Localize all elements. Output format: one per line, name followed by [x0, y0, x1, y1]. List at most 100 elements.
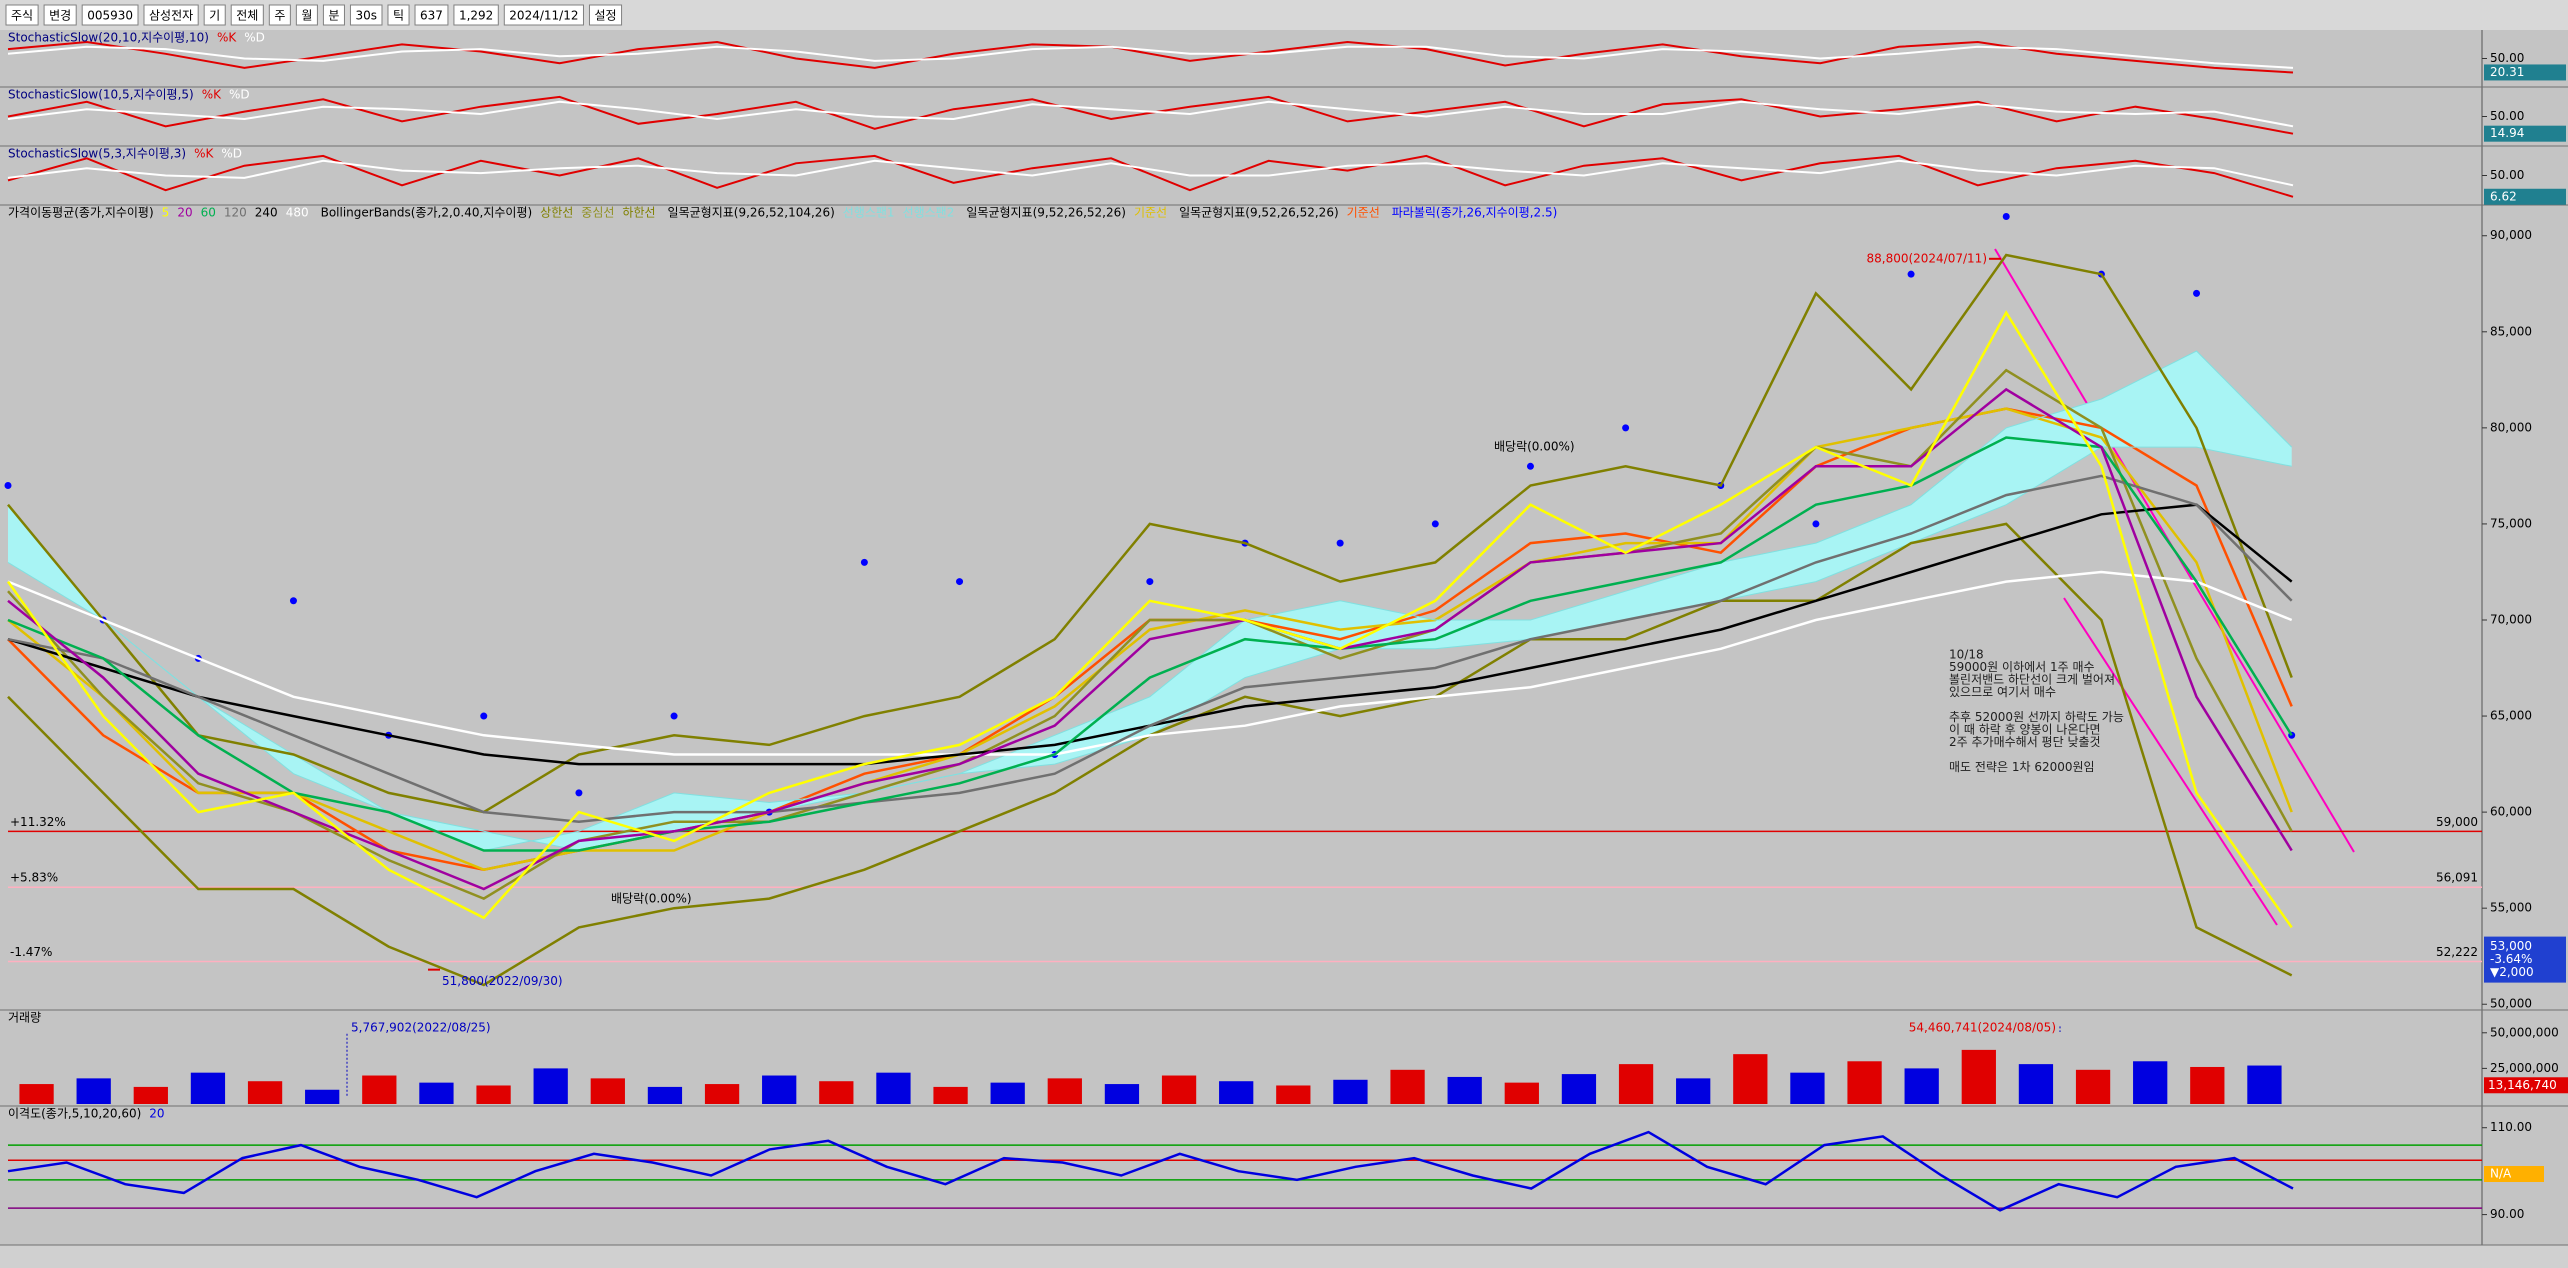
volume-bar	[1390, 1069, 1425, 1104]
toolbar-box[interactable]	[81, 4, 139, 26]
volume-bar	[76, 1078, 111, 1104]
toolbar-box[interactable]	[322, 4, 345, 26]
y-tick-label: 25,000,000	[2490, 1061, 2559, 1075]
toolbar-item[interactable]: 변경	[49, 9, 71, 23]
toolbar-item[interactable]: 삼성전자	[149, 9, 193, 23]
y-tick-label: 50.00	[2490, 51, 2524, 65]
current-price: 53,000	[2490, 939, 2532, 953]
toolbar-item[interactable]: 1,292	[459, 9, 493, 23]
indicator-line	[7, 387, 2293, 891]
legend-text: %K	[194, 147, 214, 161]
toolbar-item[interactable]: 기	[209, 9, 220, 23]
stochastic-line	[7, 100, 2294, 128]
legend-text: 선행스팬2	[903, 205, 955, 220]
y-tick-label: 50.00	[2490, 168, 2524, 182]
legend-text: 기준선	[1347, 206, 1380, 220]
parabolic-dot	[575, 789, 583, 797]
current-value: 6.62	[2490, 189, 2517, 203]
current-box	[2484, 1166, 2544, 1182]
volume-bar	[762, 1075, 797, 1104]
toolbar-box[interactable]	[268, 4, 291, 26]
parabolic-dot	[1526, 462, 1534, 470]
toolbar-item[interactable]: 분	[328, 9, 339, 23]
y-tick-label: 110.00	[2490, 1120, 2532, 1134]
disparity-line	[7, 1130, 2294, 1212]
volume-bar	[362, 1075, 397, 1104]
parabolic-dot	[1336, 539, 1344, 547]
volume-bar	[1618, 1064, 1654, 1104]
legend-text: 하한선	[622, 206, 655, 220]
legend-text: 5	[162, 206, 170, 220]
y-tick-label: 60,000	[2490, 805, 2532, 819]
toolbar-bg	[0, 0, 2568, 30]
parabolic-dot	[4, 482, 12, 490]
parabolic-dot	[2193, 289, 2201, 297]
toolbar-box[interactable]	[295, 4, 318, 26]
stochastic-line	[7, 40, 2294, 74]
extreme-label: 88,800(2024/07/11)	[1866, 251, 1987, 265]
toolbar-item[interactable]: 틱	[393, 9, 404, 23]
toolbar-box[interactable]	[414, 4, 449, 26]
memo-line: 매도 전략은 1차 62000원임	[1949, 760, 2095, 774]
trend-line	[2063, 597, 2278, 926]
price-level-change: +11.32%	[10, 815, 66, 829]
toolbar-item[interactable]: 2024/11/12	[509, 9, 578, 23]
toolbar-box[interactable]	[203, 4, 226, 26]
parabolic-dot	[1907, 270, 1915, 278]
toolbar-box[interactable]	[43, 4, 77, 26]
legend-text: 60	[201, 206, 216, 220]
toolbar-box[interactable]	[387, 4, 410, 26]
toolbar-box[interactable]	[230, 4, 264, 26]
parabolic-dot	[860, 558, 868, 566]
current-value-box	[2484, 64, 2566, 81]
volume-bar	[1961, 1049, 1996, 1104]
legend-text: 480	[286, 206, 309, 220]
toolbar-box[interactable]	[588, 4, 623, 26]
memo-line: 2주 추가매수해서 평단 낮출것	[1949, 735, 2101, 749]
price-level-change: -1.47%	[10, 945, 52, 959]
volume-bar	[2247, 1065, 2282, 1104]
toolbar-item[interactable]: 월	[301, 9, 312, 23]
toolbar-item[interactable]: 637	[420, 9, 443, 23]
y-tick-label: 75,000	[2490, 516, 2532, 530]
toolbar-box[interactable]	[349, 4, 383, 26]
legend-text: %K	[202, 88, 222, 102]
legend-text: StochasticSlow(5,3,지수이평,3)	[8, 147, 186, 161]
legend-text: %K	[217, 31, 237, 45]
current-volume: 13,146,740	[2488, 1078, 2557, 1092]
legend-text: StochasticSlow(20,10,지수이평,10)	[8, 31, 209, 45]
volume-bar	[1904, 1068, 1939, 1104]
volume-bar	[19, 1084, 54, 1104]
toolbar-box[interactable]	[143, 4, 199, 26]
stochastic-line	[7, 159, 2294, 187]
y-tick-label: 50,000	[2490, 997, 2532, 1011]
y-tick-label: 50,000,000	[2490, 1025, 2559, 1039]
toolbar-item[interactable]: 주식	[11, 9, 33, 23]
legend-text: 중심선	[581, 206, 614, 220]
legend-text: 20	[149, 1107, 164, 1121]
volume-bar	[1276, 1085, 1311, 1104]
toolbar-item[interactable]: 설정	[594, 9, 616, 23]
legend-text: 상한선	[540, 206, 573, 220]
toolbar-item[interactable]: 전체	[236, 9, 258, 23]
legend-text: %D	[244, 31, 265, 45]
toolbar-item[interactable]: 주	[274, 9, 285, 23]
toolbar-box[interactable]	[503, 4, 584, 26]
parabolic-dot	[1622, 424, 1630, 432]
volume-bar	[2190, 1066, 2225, 1104]
parabolic-dot	[956, 578, 964, 586]
toolbar-item[interactable]: 005930	[87, 9, 133, 23]
volume-bar	[1504, 1082, 1539, 1104]
volume-bar	[647, 1086, 683, 1104]
toolbar-box[interactable]	[5, 4, 39, 26]
volume-bar	[876, 1072, 911, 1104]
volume-bar	[704, 1084, 740, 1104]
toolbar-item[interactable]: 30s	[355, 9, 377, 23]
volume-bar	[1161, 1075, 1197, 1104]
parabolic-dot	[289, 597, 297, 605]
price-level-label: 59,000	[2436, 815, 2478, 829]
volume-bar	[819, 1081, 854, 1104]
volume-bar	[476, 1085, 511, 1104]
toolbar-box[interactable]	[453, 4, 499, 26]
